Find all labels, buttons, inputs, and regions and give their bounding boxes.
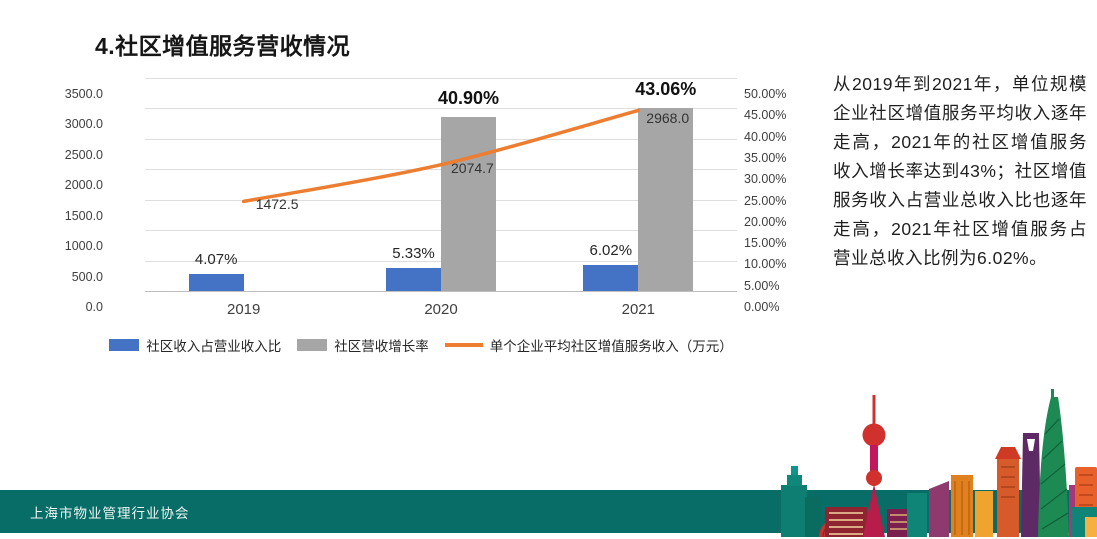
right-axis-tick: 20.00% <box>744 214 787 229</box>
gridline <box>145 108 737 110</box>
bar-segment <box>441 116 496 291</box>
legend-label: 社区收入占营业收入比 <box>146 339 282 354</box>
revenue-chart: 3500.0 3000.0 2500.0 2000.0 1500.0 1000.0 500.… <box>45 62 797 355</box>
x-axis-label: 2020 <box>424 301 458 318</box>
legend-item: 社区收入占营业收入比 <box>109 335 281 355</box>
right-axis-tick: 50.00% <box>744 87 787 101</box>
right-axis-tick: 35.00% <box>744 150 787 165</box>
bar-value-label: 5.33% <box>392 245 435 263</box>
legend-label: 单个企业平均社区增值服务收入（万元） <box>489 339 733 354</box>
shanghai-skyline-illustration <box>781 389 1097 537</box>
line-point-label: 1472.5 <box>255 196 299 213</box>
bar-value-label: 6.02% <box>589 242 633 260</box>
left-axis: 3500.0 3000.0 2500.0 2000.0 1500.0 1000.0 500.… <box>45 78 145 321</box>
right-axis: 50.00% 45.00% 40.00% 35.00% 30.00% 25.00% 20.0… <box>737 78 797 321</box>
left-axis-tick: 1500.0 <box>64 208 103 223</box>
bar-value-label: 43.06% <box>635 78 697 99</box>
right-axis-tick: 25.00% <box>744 193 787 208</box>
left-axis-tick: 1000.0 <box>64 239 103 254</box>
left-axis-tick: 3000.0 <box>64 117 103 132</box>
right-axis-tick: 15.00% <box>744 236 787 251</box>
right-axis-tick: 5.00% <box>744 278 780 293</box>
left-axis-tick: 0.0 <box>85 300 103 314</box>
gridline <box>145 78 737 79</box>
bar-segment <box>188 273 244 291</box>
line-series <box>241 108 641 204</box>
legend-item: 单个企业平均社区增值服务收入（万元） <box>444 335 733 355</box>
plot-area: 4.07% 2019 5.33% 40.90% 2020 6.02% 43.06% 2021 1… <box>145 78 737 318</box>
right-axis-tick: 0.00% <box>744 300 780 314</box>
bar-segment <box>583 265 639 291</box>
page-title: 4.社区增值服务营收情况 <box>95 33 351 60</box>
left-axis-tick: 2000.0 <box>64 178 103 193</box>
legend-bar-swatch <box>109 339 140 351</box>
legend-line-swatch <box>444 343 483 347</box>
chart-grid: 3500.0 3000.0 2500.0 2000.0 1500.0 1000.0 500.… <box>45 78 797 321</box>
x-axis-label: 2021 <box>621 301 655 318</box>
bar-value-label: 4.07% <box>194 250 238 268</box>
line-point-label: 2074.7 <box>451 159 494 176</box>
line-point-label: 2968.0 <box>646 110 690 127</box>
commentary-text: 从2019年到2021年，单位规模企业社区增值服务平均收入逐年走高，2021年的… <box>833 74 1087 268</box>
right-axis-tick: 45.00% <box>744 108 787 123</box>
right-axis-tick: 10.00% <box>744 257 787 272</box>
bar-value-label: 40.90% <box>437 87 500 108</box>
x-axis-label: 2019 <box>227 301 261 318</box>
legend-label: 社区营收增长率 <box>334 339 429 354</box>
left-axis-tick: 3500.0 <box>64 87 103 101</box>
left-axis-tick: 500.0 <box>71 269 103 284</box>
chart-legend: 社区收入占营业收入比 社区营收增长率 单个企业平均社区增值服务收入（万元） <box>45 335 797 355</box>
footer-org-label: 上海市物业管理行业协会 <box>30 505 190 521</box>
legend-bar-swatch <box>297 339 328 351</box>
bar-segment <box>638 107 694 291</box>
right-axis-tick: 40.00% <box>744 129 787 144</box>
bar-segment <box>386 268 441 291</box>
left-axis-tick: 2500.0 <box>64 147 103 162</box>
legend-item: 社区营收增长率 <box>297 335 429 355</box>
right-axis-tick: 30.00% <box>744 172 787 187</box>
